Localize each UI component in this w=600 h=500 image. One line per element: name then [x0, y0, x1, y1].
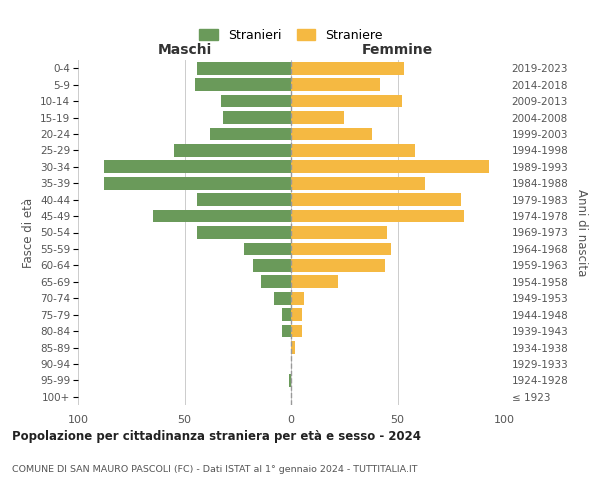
Bar [283, 324, 291, 338]
Bar [244, 242, 291, 256]
Bar [291, 259, 385, 272]
Bar [223, 111, 291, 124]
Bar [291, 242, 391, 256]
Legend: Stranieri, Straniere: Stranieri, Straniere [196, 25, 386, 46]
Bar [195, 78, 291, 91]
Bar [152, 210, 291, 222]
Bar [104, 177, 291, 190]
Bar [291, 78, 380, 91]
Text: Femmine: Femmine [362, 42, 433, 56]
Bar [197, 62, 291, 74]
Bar [197, 226, 291, 239]
Y-axis label: Anni di nascita: Anni di nascita [575, 189, 588, 276]
Bar [291, 226, 387, 239]
Bar [174, 144, 291, 157]
Bar [274, 292, 291, 304]
Bar [291, 308, 302, 321]
Bar [289, 374, 291, 387]
Bar [291, 193, 461, 206]
Bar [291, 144, 415, 157]
Bar [291, 128, 372, 140]
Bar [291, 62, 404, 74]
Bar [291, 292, 304, 304]
Text: Popolazione per cittadinanza straniera per età e sesso - 2024: Popolazione per cittadinanza straniera p… [12, 430, 421, 443]
Bar [104, 160, 291, 173]
Bar [221, 94, 291, 108]
Bar [291, 210, 464, 222]
Bar [210, 128, 291, 140]
Bar [291, 111, 344, 124]
Y-axis label: Fasce di età: Fasce di età [22, 198, 35, 268]
Bar [291, 276, 338, 288]
Bar [253, 259, 291, 272]
Bar [197, 193, 291, 206]
Bar [291, 341, 295, 354]
Bar [261, 276, 291, 288]
Bar [283, 308, 291, 321]
Bar [291, 324, 302, 338]
Bar [291, 94, 402, 108]
Bar [291, 160, 489, 173]
Text: COMUNE DI SAN MAURO PASCOLI (FC) - Dati ISTAT al 1° gennaio 2024 - TUTTITALIA.IT: COMUNE DI SAN MAURO PASCOLI (FC) - Dati … [12, 465, 418, 474]
Text: Maschi: Maschi [157, 42, 212, 56]
Bar [291, 177, 425, 190]
